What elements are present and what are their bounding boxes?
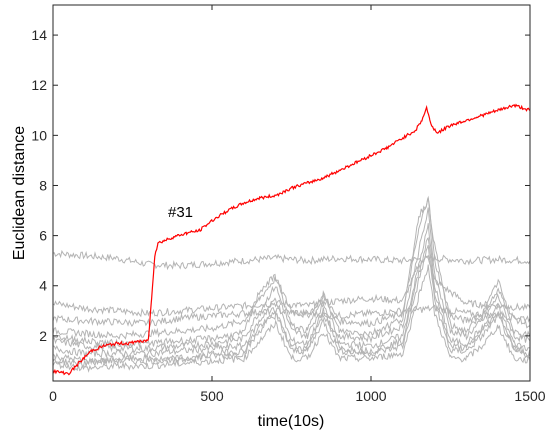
y-tick-label: 10 [31, 127, 47, 143]
x-tick-label: 1000 [355, 388, 386, 404]
y-tick-label: 8 [39, 177, 47, 193]
background-series-line-10 [52, 237, 531, 368]
background-series-line-1 [52, 249, 531, 271]
background-series-line-2 [52, 255, 531, 318]
y-axis-label: Euclidean distance [11, 126, 28, 260]
background-series-line-8 [52, 264, 531, 373]
x-tick-label: 0 [49, 388, 57, 404]
plot-series [52, 103, 531, 376]
y-tick-label: 6 [39, 228, 47, 244]
annotation-label: #31 [168, 204, 193, 221]
plot-frame [52, 4, 531, 382]
y-tick-label: 14 [31, 27, 47, 43]
x-tick-label: 500 [200, 388, 224, 404]
y-tick-label: 12 [31, 77, 47, 93]
background-series-line-7 [52, 245, 531, 366]
background-series-line-6 [52, 223, 531, 359]
highlight-series-line [52, 103, 531, 376]
y-tick-label: 4 [39, 278, 47, 294]
background-series-line-9 [52, 195, 531, 349]
axis-ticks: 0 500 1000 1500 2 4 6 8 10 12 14 [31, 5, 546, 404]
x-axis-label: time(10s) [258, 413, 325, 430]
y-tick-label: 2 [39, 328, 47, 344]
x-tick-label: 1500 [514, 388, 545, 404]
background-series-line-4 [52, 197, 530, 340]
